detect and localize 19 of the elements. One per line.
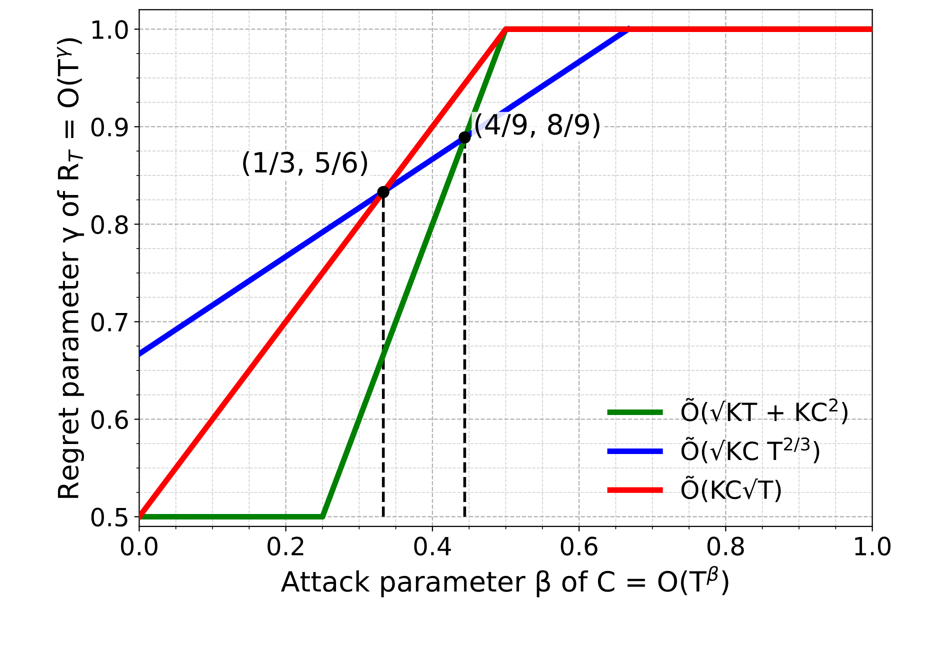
y-tick-label: 0.9 (91, 118, 128, 137)
x-tick-label: 0.6 (560, 536, 598, 556)
legend-label: Õ(√KC T$^{2/3}$) (681, 437, 820, 464)
y-axis-title: Regret parameter γ of R$_{T}$ = O(T$^{γ}$) (56, 38, 84, 498)
y-tick-label: 0.6 (91, 410, 128, 430)
annotation: (4/9, 8/9) (475, 113, 600, 138)
legend-label: Õ(√KT + KC$^{2}$) (681, 398, 848, 424)
x-tick-label: 0.8 (707, 536, 744, 556)
x-tick-label: 1.0 (855, 536, 891, 556)
x-tick-label: 0.4 (414, 536, 451, 556)
x-tick-label: 0.0 (120, 536, 158, 556)
y-tick-label: 0.5 (91, 508, 128, 527)
y-tick-label: 0.7 (91, 312, 128, 332)
y-tick-label: 0.8 (91, 215, 128, 234)
legend-label: Õ(KC√T) (681, 476, 781, 502)
x-axis-title: Attack parameter β of C = O(T$^{β}$) (280, 566, 728, 598)
annotation: (1/3, 5/6) (243, 151, 368, 176)
y-tick-label: 1.0 (92, 20, 128, 40)
x-tick-label: 0.2 (268, 536, 304, 556)
